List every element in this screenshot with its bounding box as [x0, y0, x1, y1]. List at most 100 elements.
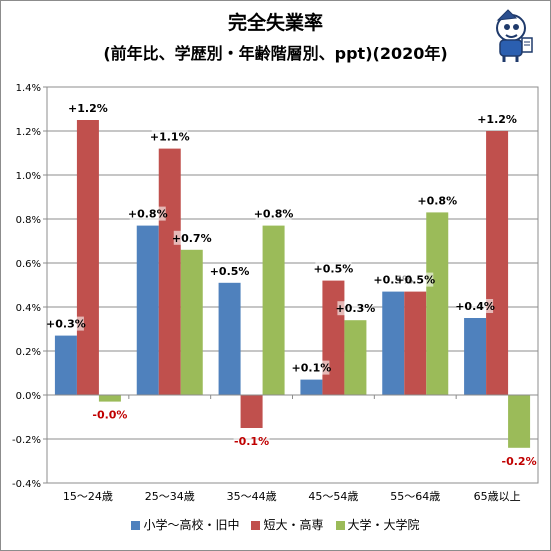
chart-subtitle: (前年比、学歴別・年齢階層別、ppt)(2020年) [103, 44, 448, 63]
data-label-text: +0.3% [46, 318, 86, 331]
bar [98, 395, 121, 402]
data-label-bg [293, 360, 330, 375]
bar [426, 212, 449, 395]
bar [262, 225, 285, 395]
bar [180, 249, 203, 395]
data-label: +0.5% [395, 272, 435, 287]
bar [486, 131, 509, 395]
y-tick-label: 1.0% [16, 171, 41, 182]
data-label: +0.4% [455, 299, 495, 313]
legend-label: 小学〜高校・旧中 [143, 518, 240, 532]
data-label-bg [173, 230, 210, 245]
data-label-bg [397, 272, 434, 287]
data-label: +1.2% [477, 112, 517, 126]
data-label: -0.2% [501, 453, 538, 468]
data-label: +1.1% [150, 129, 190, 144]
chart-legend: 小学〜高校・旧中 短大・高専 大学・大学院 [0, 516, 551, 533]
data-label-text: +0.8% [254, 208, 294, 221]
data-label: +0.3% [46, 316, 86, 331]
plot-area [46, 86, 539, 484]
y-tick-label: 0.4% [16, 303, 41, 314]
x-tick-label: 65歳以上 [474, 490, 521, 503]
legend-swatch [131, 521, 141, 530]
data-label: +0.8% [128, 206, 168, 221]
data-label-text: +0.4% [455, 300, 495, 313]
y-tick-label: 1.4% [16, 83, 41, 94]
bar [404, 291, 427, 395]
bar [322, 280, 345, 395]
data-label: -0.0% [91, 407, 128, 422]
bar [464, 318, 487, 395]
data-label-text: +0.8% [417, 194, 457, 207]
bar [158, 148, 181, 395]
data-label-text: +1.1% [150, 131, 190, 144]
x-tick-label: 55〜64歳 [390, 490, 440, 503]
data-label: +0.7% [172, 230, 212, 245]
data-label-text: +0.5% [314, 263, 354, 276]
data-label: +0.8% [417, 193, 457, 208]
y-tick-label: 1.2% [16, 127, 41, 138]
legend-swatch [251, 521, 261, 530]
data-label: +0.3% [336, 301, 376, 316]
y-tick-label: 0.2% [16, 347, 41, 358]
data-label-text: -0.0% [92, 409, 127, 422]
x-tick-label: 35〜44歳 [227, 490, 277, 503]
data-label: +0.1% [292, 360, 332, 375]
data-label-bg [211, 263, 248, 278]
data-label: +1.2% [68, 101, 108, 115]
data-label-bg [129, 206, 166, 221]
legend-label: 大学・大学院 [347, 518, 420, 532]
data-label-text: +0.1% [292, 362, 332, 375]
mascot-character-icon [496, 9, 533, 62]
x-tick-label: 25〜34歳 [145, 490, 195, 503]
bar [508, 395, 531, 448]
data-label-bg [151, 129, 188, 144]
data-label: +0.8% [254, 206, 294, 221]
x-tick-label: 15〜24歳 [63, 490, 113, 503]
legend-label: 短大・高専 [263, 518, 324, 532]
data-label: +0.5% [314, 261, 354, 276]
bar [240, 395, 263, 428]
chart-title: 完全失業率 [227, 12, 323, 34]
data-label-bg [233, 434, 270, 448]
data-label-bg [337, 301, 374, 316]
data-label-bg [47, 316, 84, 331]
bar [300, 379, 323, 395]
legend-item: 大学・大学院 [335, 516, 420, 533]
data-label-bg [255, 206, 292, 221]
data-label-text: +0.3% [336, 302, 376, 315]
data-label-text: +0.8% [128, 208, 168, 221]
x-tick-label: 45〜54歳 [308, 490, 358, 503]
bar [54, 335, 77, 395]
legend-item: 小学〜高校・旧中 [131, 516, 239, 533]
y-tick-label: -0.2% [12, 435, 41, 446]
data-label-bg [315, 261, 352, 276]
data-label-bg [457, 299, 494, 313]
data-label-bg [501, 453, 538, 468]
data-label: +0.5% [210, 263, 250, 278]
y-tick-label: 0.8% [16, 215, 41, 226]
data-label-bg [479, 112, 516, 126]
data-label-text: -0.2% [502, 455, 537, 468]
y-tick-label: 0.0% [16, 391, 41, 402]
legend-item: 短大・高専 [251, 516, 324, 533]
data-label-bg [69, 101, 106, 115]
y-tick-label: 0.6% [16, 259, 41, 270]
bar [136, 225, 159, 395]
data-label-text: +0.5% [395, 274, 435, 287]
data-label-text: +0.7% [172, 232, 212, 245]
data-label-text: +1.2% [68, 102, 108, 115]
bar [76, 120, 99, 395]
data-label-text: -0.1% [234, 435, 269, 448]
legend-swatch [335, 521, 345, 530]
y-tick-label: -0.4% [12, 479, 41, 490]
bar [344, 320, 367, 395]
bar [218, 282, 241, 395]
data-label-text: +0.5% [210, 265, 250, 278]
bar [382, 291, 405, 395]
data-label-text: +1.2% [477, 113, 517, 126]
data-label-bg [91, 407, 128, 422]
data-label-bg [419, 193, 456, 208]
data-label: -0.1% [233, 434, 270, 448]
